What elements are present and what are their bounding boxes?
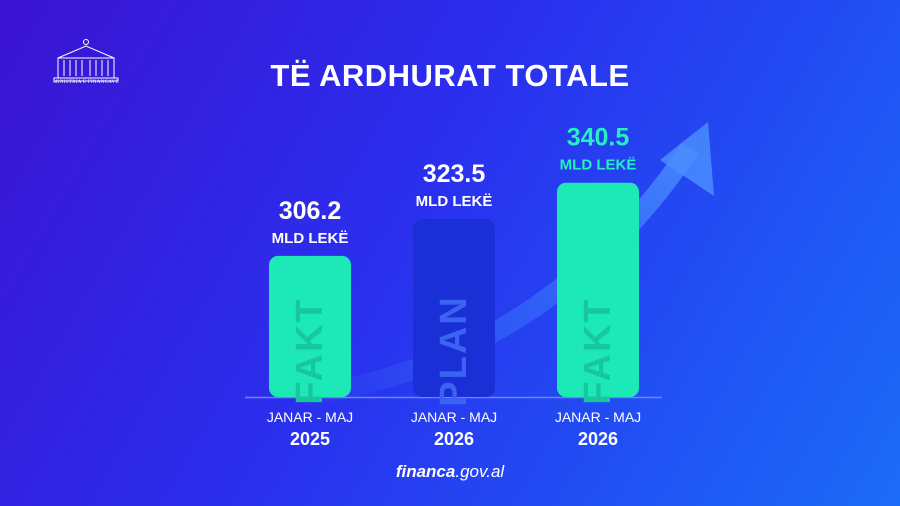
bar-plan-2 — [413, 218, 495, 397]
bar-value-label: 306.2 — [279, 197, 342, 225]
bar-fakt-3 — [557, 182, 639, 397]
bar-inner-label: FAKT — [577, 297, 619, 404]
trend-arrow-icon — [298, 142, 699, 406]
category-year-label: 2025 — [290, 429, 330, 449]
footer-site-name: financa — [395, 462, 456, 481]
bar-inner-label: PLAN — [433, 295, 475, 406]
category-period-label: JANAR - MAJ — [267, 409, 353, 425]
ministry-logo — [53, 39, 119, 82]
category-year-label: 2026 — [434, 429, 474, 449]
bar-fakt-1 — [269, 255, 351, 397]
footer-site-domain: .gov.al — [455, 462, 505, 481]
ministry-logo-text: MINISTRIA E FINANCAVE — [53, 80, 119, 85]
footer-website: financa.gov.al — [0, 462, 900, 482]
bar-value-label: 340.5 — [567, 124, 630, 152]
category-year-label: 2026 — [578, 429, 618, 449]
bar-value-label: 323.5 — [423, 160, 486, 188]
bar-unit-label: MLD LEKË — [416, 193, 493, 210]
category-period-label: JANAR - MAJ — [555, 409, 641, 425]
bar-inner-label: FAKT — [289, 297, 331, 404]
category-period-label: JANAR - MAJ — [411, 409, 497, 425]
bar-unit-label: MLD LEKË — [272, 230, 349, 247]
page-title: TË ARDHURAT TOTALE — [270, 58, 630, 93]
bar-unit-label: MLD LEKË — [560, 157, 637, 174]
trend-arrowhead-icon — [660, 122, 714, 196]
